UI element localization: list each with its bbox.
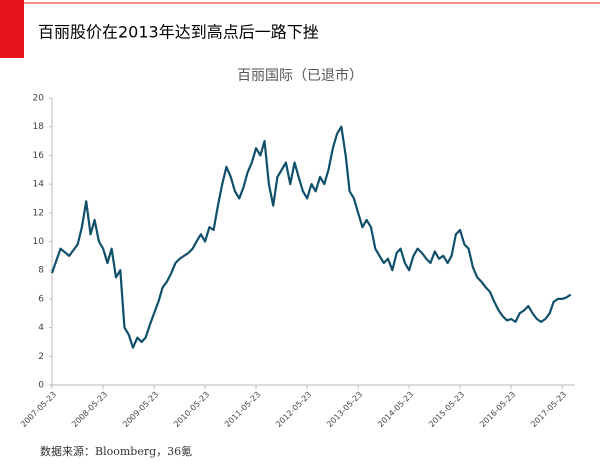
x-tick-label: 2012-05-23 [274,390,313,429]
y-tick-label: 2 [38,352,44,362]
price-line [50,125,572,349]
y-tick-label: 8 [38,266,44,276]
source-note: 数据来源：Bloomberg，36氪 [40,444,192,458]
x-tick-label: 2017-05-23 [529,390,568,429]
x-tick-label: 2011-05-23 [223,390,262,429]
x-tick-label: 2008-05-23 [70,390,109,429]
y-tick-label: 16 [33,151,45,161]
y-tick-label: 20 [33,94,45,104]
x-tick-label: 2009-05-23 [121,390,160,429]
y-tick-label: 18 [33,122,45,132]
x-tick-label: 2014-05-23 [376,390,415,429]
x-tick-label: 2016-05-23 [478,390,517,429]
header-accent [0,0,24,58]
chart-title: 百丽国际（已退市） [237,67,363,84]
x-tick-label: 2010-05-23 [172,390,211,429]
header-title: 百丽股价在2013年达到高点后一路下挫 [38,23,319,42]
y-tick-label: 4 [38,323,44,333]
y-tick-label: 6 [38,294,44,304]
y-tick-label: 10 [33,237,45,247]
y-tick-label: 12 [33,208,44,218]
x-tick-label: 2007-05-23 [19,390,58,429]
x-tick-label: 2013-05-23 [325,390,364,429]
y-tick-label: 14 [33,180,45,190]
x-tick-label: 2015-05-23 [427,390,466,429]
y-tick-label: 0 [38,381,44,391]
